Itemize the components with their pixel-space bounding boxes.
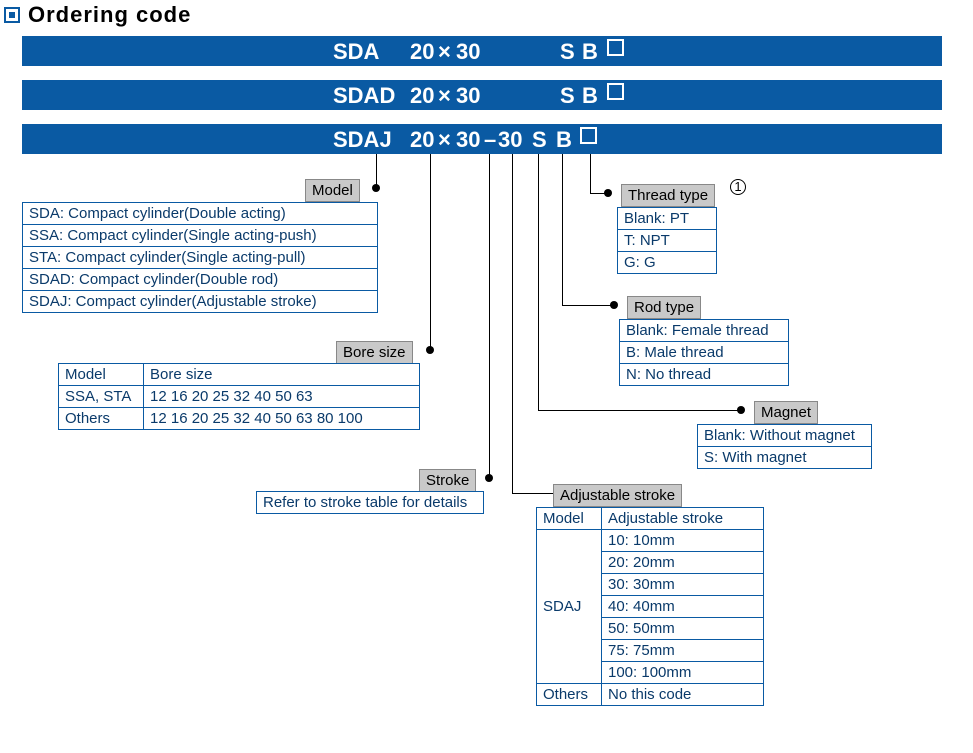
line-adj-h	[512, 493, 553, 494]
model-row-3: SDAD: Compact cylinder(Double rod)	[23, 269, 378, 291]
magnet-1: S: With magnet	[698, 447, 872, 469]
thread-1: T: NPT	[618, 230, 717, 252]
line-rod-h	[562, 305, 614, 306]
line-stroke-v	[489, 154, 490, 478]
bar3-adj: 30	[498, 127, 522, 153]
adj-model1: SDAJ	[537, 530, 602, 684]
section-title: Ordering code	[28, 2, 191, 28]
adj-h2: Adjustable stroke	[602, 508, 764, 530]
bar1-stroke: 30	[456, 39, 480, 65]
bar1-rod: B	[582, 39, 598, 65]
adj-row2: No this code	[602, 684, 764, 706]
bar2-stroke: 30	[456, 83, 480, 109]
thread-0: Blank: PT	[618, 208, 717, 230]
code-bar-sdaj: SDAJ 20 × 30 – 30 S B	[22, 124, 942, 154]
bar2-magnet: S	[560, 83, 575, 109]
table-model: SDA: Compact cylinder(Double acting) SSA…	[22, 202, 378, 313]
bar2-rod: B	[582, 83, 598, 109]
label-stroke: Stroke	[419, 469, 476, 492]
line-thread-v	[590, 154, 591, 193]
adj-r2: 30: 30mm	[602, 574, 764, 596]
rod-0: Blank: Female thread	[620, 320, 789, 342]
line-thread-h	[590, 193, 608, 194]
bar3-magnet: S	[532, 127, 547, 153]
line-magnet-h	[538, 410, 741, 411]
bore-r1-m: Others	[59, 408, 144, 430]
bore-r1-s: 12 16 20 25 32 40 50 63 80 100	[144, 408, 420, 430]
adj-r4: 50: 50mm	[602, 618, 764, 640]
bar3-stroke: 30	[456, 127, 480, 153]
model-row-4: SDAJ: Compact cylinder(Adjustable stroke…	[23, 291, 378, 313]
adj-r3: 40: 40mm	[602, 596, 764, 618]
square-icon	[4, 7, 20, 23]
cell-stroke: Refer to stroke table for details	[256, 491, 484, 514]
adj-h1: Model	[537, 508, 602, 530]
code-bar-sdad: SDAD 20 × 30 S B	[22, 80, 942, 110]
model-row-2: STA: Compact cylinder(Single acting-pull…	[23, 247, 378, 269]
adj-model2: Others	[537, 684, 602, 706]
bar1-model: SDA	[333, 39, 379, 65]
adj-r5: 75: 75mm	[602, 640, 764, 662]
rod-2: N: No thread	[620, 364, 789, 386]
magnet-0: Blank: Without magnet	[698, 425, 872, 447]
adj-r0: 10: 10mm	[602, 530, 764, 552]
bore-h2: Bore size	[144, 364, 420, 386]
label-model: Model	[305, 179, 360, 202]
bar1-box-icon	[607, 39, 624, 56]
label-bore: Bore size	[336, 341, 413, 364]
label-magnet: Magnet	[754, 401, 818, 424]
bar2-x: ×	[438, 83, 451, 109]
line-bore-v	[430, 154, 431, 350]
bar3-dash: –	[484, 127, 496, 153]
bar3-box-icon	[580, 127, 597, 144]
table-rod: Blank: Female thread B: Male thread N: N…	[619, 319, 789, 386]
line-adj-v	[512, 154, 513, 494]
bar1-x: ×	[438, 39, 451, 65]
bar1-magnet: S	[560, 39, 575, 65]
bar2-bore: 20	[410, 83, 434, 109]
rod-1: B: Male thread	[620, 342, 789, 364]
bar2-model: SDAD	[333, 83, 395, 109]
table-adjustable: Model Adjustable stroke SDAJ 10: 10mm 20…	[536, 507, 764, 706]
bore-r0-s: 12 16 20 25 32 40 50 63	[144, 386, 420, 408]
table-bore: Model Bore size SSA, STA 12 16 20 25 32 …	[58, 363, 420, 430]
model-row-0: SDA: Compact cylinder(Double acting)	[23, 203, 378, 225]
label-threadtype: Thread type	[621, 184, 715, 207]
table-magnet: Blank: Without magnet S: With magnet	[697, 424, 872, 469]
bar3-rod: B	[556, 127, 572, 153]
bar3-bore: 20	[410, 127, 434, 153]
line-model-v	[376, 154, 377, 188]
section-header: Ordering code	[4, 2, 191, 28]
adj-r1: 20: 20mm	[602, 552, 764, 574]
label-adjstroke: Adjustable stroke	[553, 484, 682, 507]
bore-h1: Model	[59, 364, 144, 386]
bar3-x: ×	[438, 127, 451, 153]
note-1: 1	[730, 179, 746, 195]
thread-2: G: G	[618, 252, 717, 274]
line-rod-v	[562, 154, 563, 305]
bar2-box-icon	[607, 83, 624, 100]
label-rodtype: Rod type	[627, 296, 701, 319]
bar1-bore: 20	[410, 39, 434, 65]
model-row-1: SSA: Compact cylinder(Single acting-push…	[23, 225, 378, 247]
adj-r6: 100: 100mm	[602, 662, 764, 684]
code-bar-sda: SDA 20 × 30 S B	[22, 36, 942, 66]
line-magnet-v	[538, 154, 539, 410]
table-thread: Blank: PT T: NPT G: G	[617, 207, 717, 274]
bar3-model: SDAJ	[333, 127, 392, 153]
bore-r0-m: SSA, STA	[59, 386, 144, 408]
